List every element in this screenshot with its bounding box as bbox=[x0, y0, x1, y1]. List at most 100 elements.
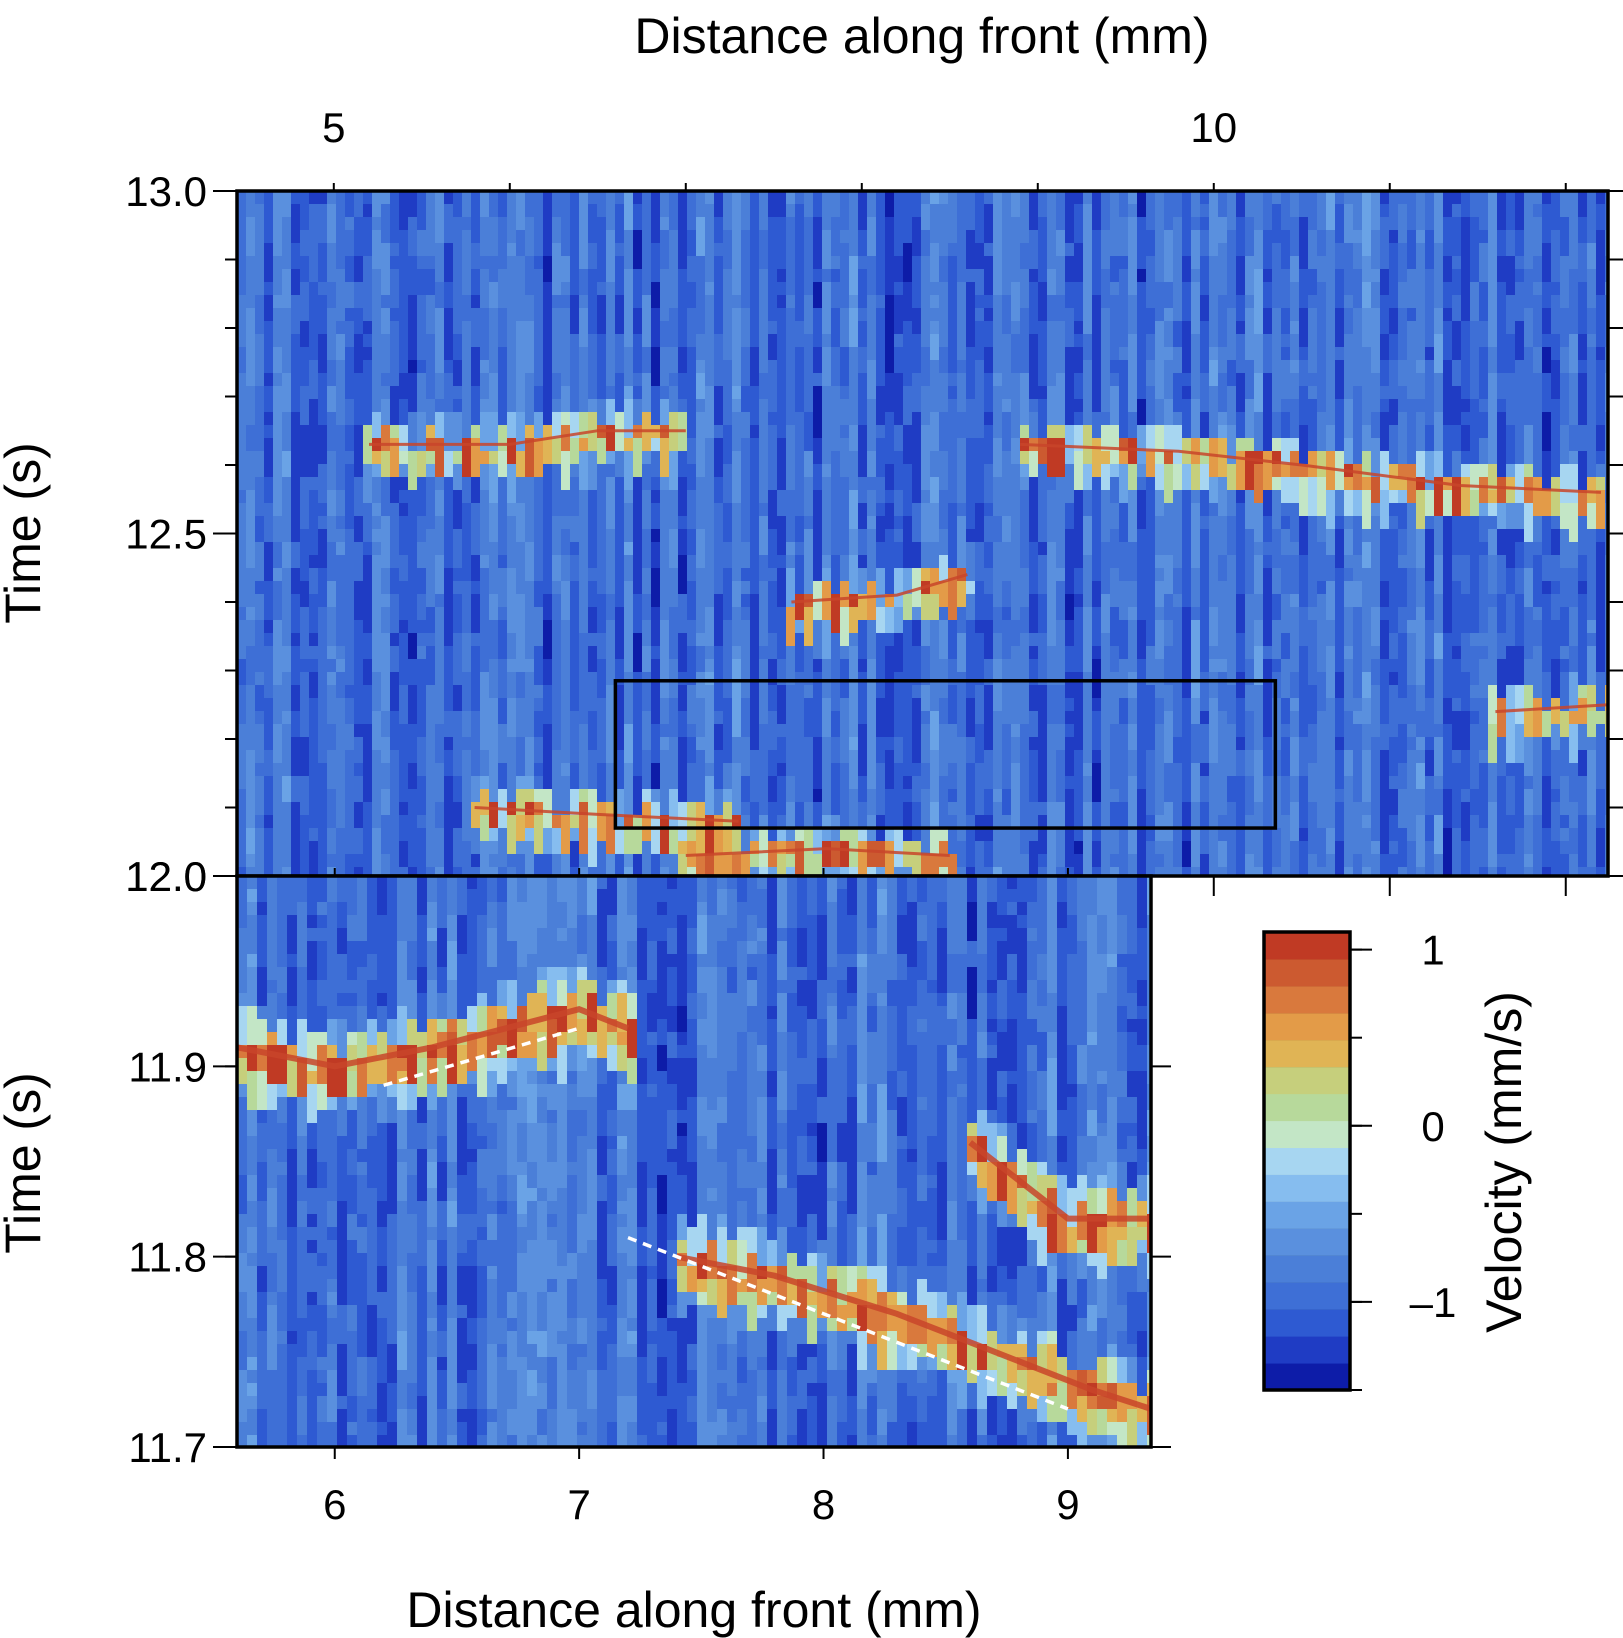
heatmap-cell bbox=[552, 256, 562, 296]
heatmap-cell bbox=[1524, 659, 1534, 686]
heatmap-cell bbox=[822, 308, 832, 322]
heatmap-cell bbox=[885, 646, 895, 673]
heatmap-cell bbox=[1020, 243, 1030, 270]
heatmap-cell bbox=[552, 828, 562, 855]
heatmap-cell bbox=[570, 399, 580, 413]
heatmap-cell bbox=[759, 555, 769, 582]
heatmap-cell bbox=[327, 1305, 338, 1319]
heatmap-cell bbox=[477, 1435, 488, 1447]
heatmap-cell bbox=[399, 503, 409, 517]
heatmap-cell bbox=[1326, 295, 1336, 322]
heatmap-cell bbox=[876, 386, 886, 426]
heatmap-cell bbox=[741, 503, 751, 543]
heatmap-cell bbox=[705, 191, 715, 205]
heatmap-cell bbox=[426, 347, 436, 361]
heatmap-cell bbox=[354, 698, 364, 725]
heatmap-cell bbox=[255, 386, 265, 400]
heatmap-cell bbox=[507, 1318, 518, 1332]
heatmap-cell bbox=[804, 646, 814, 686]
heatmap-cell bbox=[336, 490, 346, 517]
heatmap-cell bbox=[660, 594, 670, 608]
heatmap-cell bbox=[471, 594, 481, 634]
heatmap-cell bbox=[1083, 308, 1093, 335]
heatmap-cell bbox=[300, 776, 310, 816]
heatmap-cell bbox=[1335, 204, 1345, 231]
heatmap-cell bbox=[1452, 425, 1462, 452]
heatmap-cell bbox=[307, 1292, 318, 1306]
heatmap-cell bbox=[552, 776, 562, 816]
heatmap-cell bbox=[1560, 347, 1570, 374]
heatmap-cell bbox=[777, 282, 787, 296]
heatmap-cell bbox=[1470, 399, 1480, 426]
heatmap-cell bbox=[1344, 490, 1354, 517]
heatmap-cell bbox=[948, 802, 958, 816]
heatmap-cell bbox=[498, 620, 508, 660]
heatmap-cell bbox=[741, 802, 751, 816]
heatmap-cell bbox=[1101, 308, 1111, 348]
heatmap-cell bbox=[1245, 360, 1255, 400]
heatmap-cell bbox=[1020, 789, 1030, 803]
heatmap-cell bbox=[309, 568, 319, 595]
heatmap-cell bbox=[1578, 425, 1588, 452]
heatmap-cell bbox=[447, 1422, 458, 1436]
heatmap-cell bbox=[1002, 685, 1012, 725]
heatmap-cell bbox=[372, 555, 382, 595]
heatmap-cell bbox=[1425, 438, 1435, 452]
heatmap-cell bbox=[489, 542, 499, 569]
heatmap-cell bbox=[1362, 828, 1372, 868]
heatmap-cell bbox=[354, 217, 364, 257]
heatmap-cell bbox=[507, 737, 517, 764]
heatmap-cell bbox=[426, 646, 436, 686]
heatmap-cell bbox=[237, 581, 247, 608]
heatmap-cell bbox=[367, 1422, 378, 1447]
heatmap-cell bbox=[372, 464, 382, 478]
heatmap-cell bbox=[642, 711, 652, 751]
heatmap-cell bbox=[678, 477, 688, 517]
heatmap-cell bbox=[849, 399, 859, 413]
heatmap-cell bbox=[387, 902, 398, 942]
heatmap-cell bbox=[557, 1331, 568, 1345]
heatmap-cell bbox=[858, 672, 868, 712]
heatmap-cell bbox=[1236, 555, 1246, 595]
heatmap-cell bbox=[912, 321, 922, 335]
heatmap-cell bbox=[1362, 867, 1372, 876]
heatmap-cell bbox=[489, 620, 499, 660]
heatmap-cell bbox=[1371, 802, 1381, 842]
heatmap-cell bbox=[390, 529, 400, 569]
heatmap-cell bbox=[1551, 581, 1561, 595]
heatmap-cell bbox=[387, 1279, 398, 1319]
heatmap-cell bbox=[1101, 633, 1111, 647]
heatmap-cell bbox=[557, 1188, 568, 1202]
heatmap-cell bbox=[1119, 360, 1129, 400]
heatmap-cell bbox=[1200, 529, 1210, 556]
heatmap-cell bbox=[367, 1305, 378, 1332]
heatmap-cell bbox=[453, 386, 463, 400]
heatmap-cell bbox=[1011, 217, 1021, 244]
heatmap-cell bbox=[527, 1318, 538, 1332]
heatmap-cell bbox=[777, 776, 787, 816]
heatmap-cell bbox=[759, 646, 769, 660]
heatmap-cell bbox=[1353, 386, 1363, 426]
heatmap-cell bbox=[457, 1045, 468, 1085]
heatmap-cell bbox=[1065, 191, 1075, 231]
heatmap-cell bbox=[1533, 373, 1543, 400]
heatmap-cell bbox=[1569, 672, 1579, 712]
heatmap-cell bbox=[1200, 204, 1210, 218]
heatmap-cell bbox=[1308, 802, 1318, 842]
heatmap-cell bbox=[1443, 321, 1453, 361]
heatmap-cell bbox=[1371, 347, 1381, 374]
heatmap-cell bbox=[624, 269, 634, 296]
heatmap-cell bbox=[1002, 789, 1012, 816]
heatmap-cell bbox=[822, 516, 832, 556]
heatmap-cell bbox=[1479, 386, 1489, 400]
heatmap-cell bbox=[309, 698, 319, 725]
heatmap-cell bbox=[1425, 269, 1435, 283]
heatmap-cell bbox=[1002, 659, 1012, 686]
heatmap-cell bbox=[390, 269, 400, 296]
heatmap-cell bbox=[300, 282, 310, 322]
heatmap-cell bbox=[1065, 386, 1075, 426]
heatmap-cell bbox=[975, 672, 985, 686]
heatmap-cell bbox=[723, 698, 733, 725]
heatmap-cell bbox=[1083, 763, 1093, 777]
heatmap-cell bbox=[894, 256, 904, 283]
